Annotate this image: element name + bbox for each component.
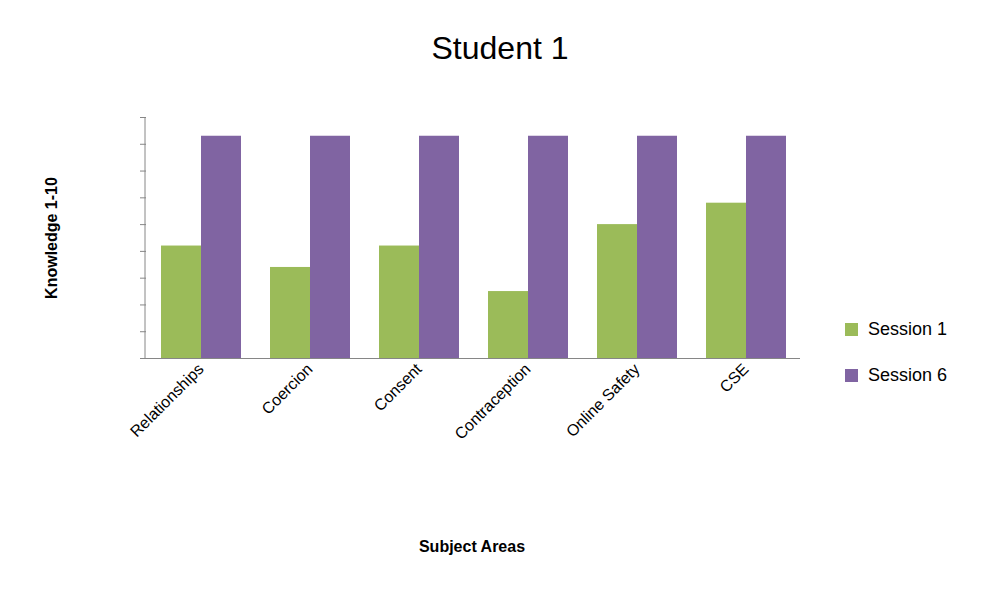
svg-text:Contraception: Contraception — [451, 360, 533, 442]
svg-text:Coercion: Coercion — [258, 360, 315, 417]
html-text:Student 1: Student 1 — [431, 30, 569, 66]
svg-text:Online Safety: Online Safety — [563, 360, 643, 440]
svg-text:Relationships: Relationships — [127, 360, 207, 440]
html-text:Knowledge 1-10: Knowledge 1-10 — [43, 177, 60, 299]
html-text:Session 1: Session 1 — [868, 318, 948, 339]
html-text:Subject Areas: Subject Areas — [418, 538, 526, 555]
html-text:Session 6: Session 6 — [868, 364, 948, 385]
svg-text:CSE: CSE — [716, 360, 751, 395]
svg-text:Consent: Consent — [371, 360, 426, 415]
